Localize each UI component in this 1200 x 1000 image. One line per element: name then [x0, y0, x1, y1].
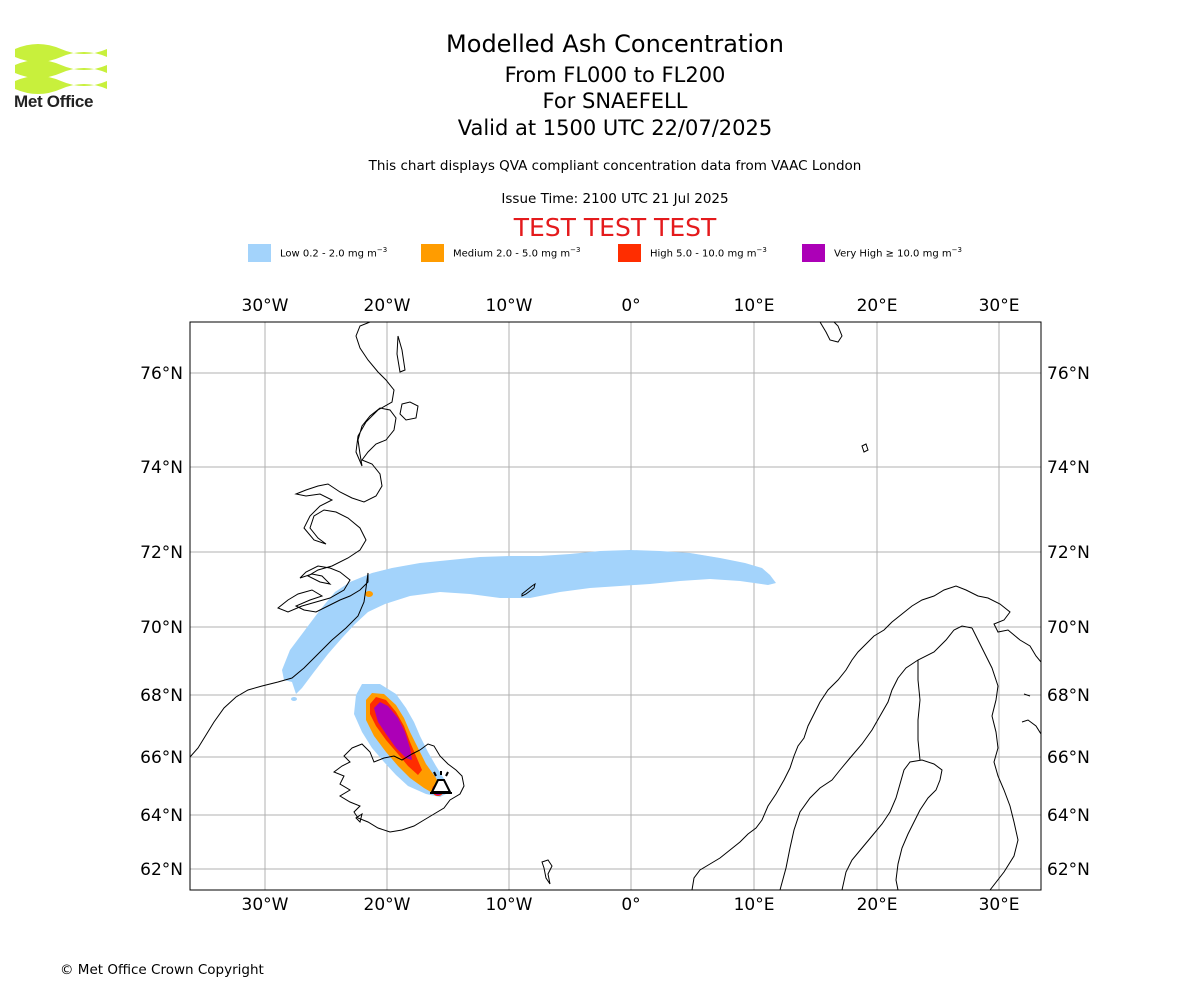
lon-label-bottom: 30°W — [242, 895, 289, 915]
ash-medium-speck — [365, 591, 373, 597]
lat-label-left: 62°N — [140, 860, 183, 880]
lat-label-left: 66°N — [140, 748, 183, 768]
legend-swatch-low — [248, 244, 271, 262]
met-office-logo-icon — [15, 44, 107, 94]
test-banner: TEST TEST TEST — [513, 213, 717, 242]
lon-label-bottom: 10°W — [486, 895, 533, 915]
lat-label-left: 76°N — [140, 364, 183, 384]
legend-label-very-high: Very High ≥ 10.0 mg m — [834, 248, 952, 260]
ash-low-speck — [291, 697, 297, 701]
lon-label-top: 10°W — [486, 296, 533, 316]
lat-label-left: 70°N — [140, 618, 183, 638]
volcano-name: For SNAEFELL — [542, 89, 688, 113]
map-background — [190, 322, 1041, 890]
lat-label-left: 72°N — [140, 543, 183, 563]
coastlines — [190, 322, 1041, 890]
legend-unit-very-high: −3 — [951, 246, 962, 254]
lon-label-bottom: 20°E — [857, 895, 898, 915]
lat-label-left: 64°N — [140, 806, 183, 826]
lon-label-top: 20°E — [857, 296, 898, 316]
lat-label-right: 72°N — [1047, 543, 1090, 563]
volcano-marker-icon — [430, 771, 452, 794]
lat-label-right: 76°N — [1047, 364, 1090, 384]
chart-title: Modelled Ash Concentration — [446, 30, 784, 58]
lon-label-bottom: 0° — [621, 895, 640, 915]
legend-swatch-medium — [421, 244, 444, 262]
legend-label-high: High 5.0 - 10.0 mg m — [650, 248, 757, 260]
lat-label-right: 70°N — [1047, 618, 1090, 638]
legend-unit-medium: −3 — [570, 246, 581, 254]
lat-label-right: 74°N — [1047, 458, 1090, 478]
lon-label-top: 30°W — [242, 296, 289, 316]
lat-label-right: 66°N — [1047, 748, 1090, 768]
lon-label-top: 20°W — [364, 296, 411, 316]
legend-swatch-very-high — [802, 244, 825, 262]
lat-label-left: 74°N — [140, 458, 183, 478]
legend-swatch-high — [618, 244, 641, 262]
ash-low-plume — [282, 550, 776, 694]
issue-time: Issue Time: 2100 UTC 21 Jul 2025 — [501, 191, 729, 207]
valid-time: Valid at 1500 UTC 22/07/2025 — [457, 116, 773, 140]
lat-label-right: 68°N — [1047, 686, 1090, 706]
lon-label-top: 30°E — [979, 296, 1020, 316]
graticule — [190, 322, 1041, 890]
flight-level-range: From FL000 to FL200 — [504, 63, 726, 87]
lat-label-right: 64°N — [1047, 806, 1090, 826]
legend-label-low: Low 0.2 - 2.0 mg m — [280, 248, 377, 260]
lon-label-bottom: 20°W — [364, 895, 411, 915]
lon-label-bottom: 30°E — [979, 895, 1020, 915]
lat-label-left: 68°N — [140, 686, 183, 706]
copyright-notice: © Met Office Crown Copyright — [60, 962, 264, 978]
legend-unit-high: −3 — [756, 246, 767, 254]
map-frame — [189, 321, 1042, 891]
compliance-note: This chart displays QVA compliant concen… — [368, 158, 862, 174]
legend-label-medium: Medium 2.0 - 5.0 mg m — [453, 248, 571, 260]
legend-unit-low: −3 — [376, 246, 388, 254]
lat-label-right: 62°N — [1047, 860, 1090, 880]
ash-very-high — [374, 702, 412, 760]
lon-label-top: 0° — [621, 296, 640, 316]
lon-label-top: 10°E — [734, 296, 775, 316]
logo-text: Met Office — [14, 92, 94, 111]
lon-label-bottom: 10°E — [734, 895, 775, 915]
